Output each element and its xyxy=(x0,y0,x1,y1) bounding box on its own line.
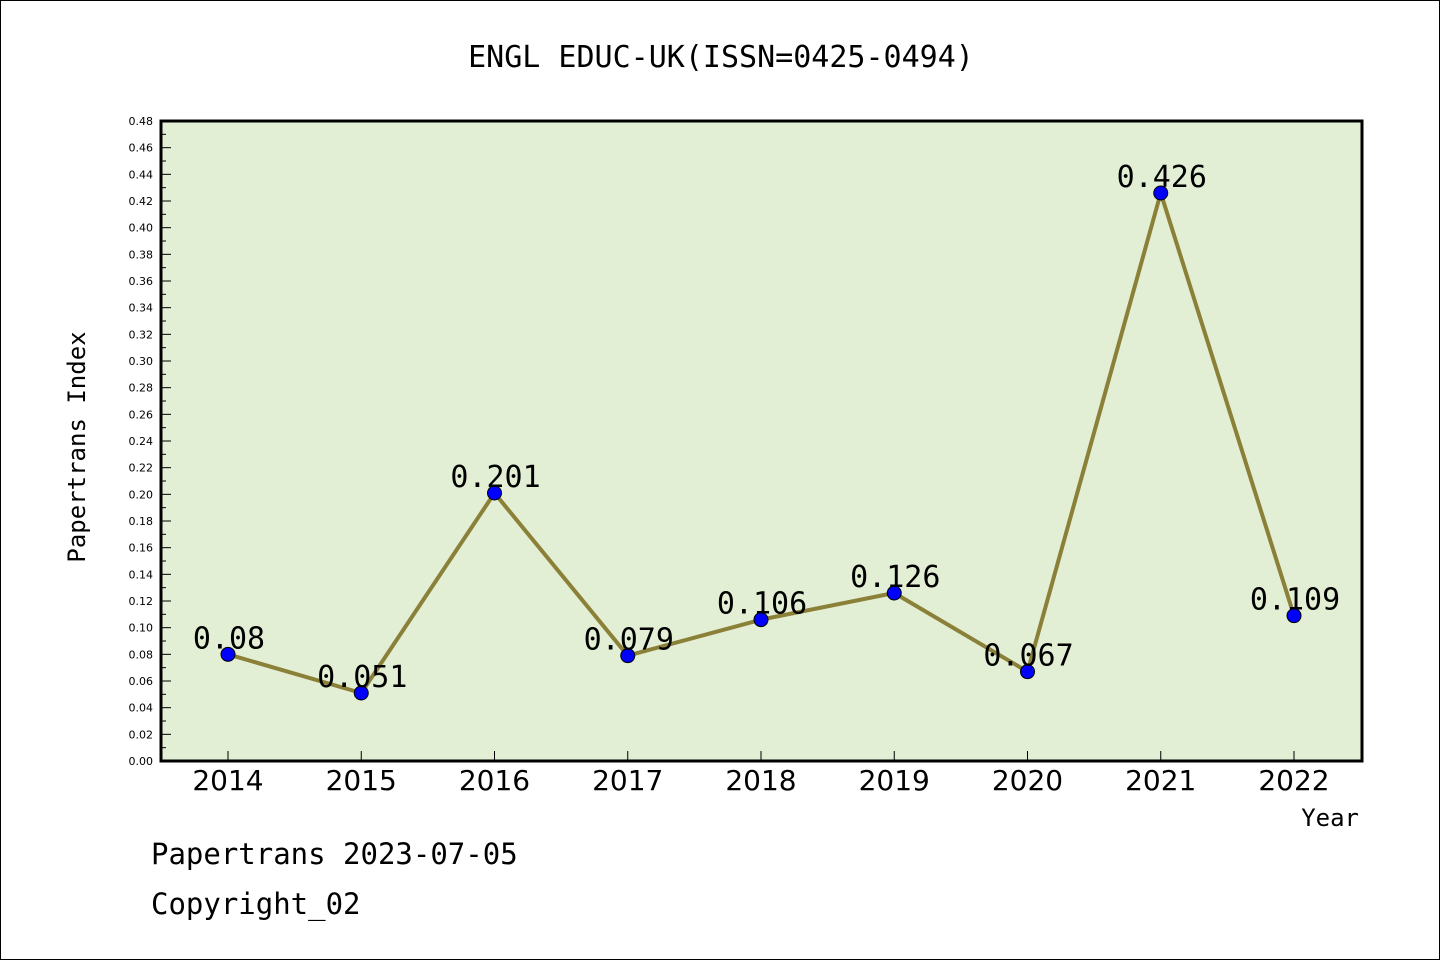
y-tick-label: 0.00 xyxy=(129,755,154,768)
y-tick-label: 0.12 xyxy=(129,595,154,608)
y-tick-label: 0.28 xyxy=(129,382,154,395)
x-axis-ticks: 2014 2015 2016 2017 2018 2019 2020 2021 2022 xyxy=(192,751,1330,797)
y-tick-label: 0.10 xyxy=(129,622,154,635)
data-label: 0.106 xyxy=(717,587,807,622)
x-tick-label: 2019 xyxy=(859,764,930,797)
data-point xyxy=(1020,664,1035,680)
y-tick-label: 0.32 xyxy=(129,328,154,341)
y-tick-label: 0.04 xyxy=(129,702,154,715)
y-axis-label: Papertrans Index xyxy=(63,331,91,562)
y-tick-label: 0.26 xyxy=(129,408,154,421)
y-tick-label: 0.48 xyxy=(129,115,154,128)
data-point xyxy=(1153,185,1169,201)
y-tick-label: 0.34 xyxy=(129,302,154,315)
x-tick-label: 2022 xyxy=(1258,764,1329,797)
y-tick-label: 0.14 xyxy=(129,568,154,581)
data-point xyxy=(220,646,236,662)
footer-date: Papertrans 2023-07-05 xyxy=(151,837,518,871)
x-tick-label: 2016 xyxy=(459,764,530,797)
y-tick-label: 0.24 xyxy=(129,435,154,448)
y-tick-label: 0.02 xyxy=(129,728,154,741)
y-tick-label: 0.06 xyxy=(129,675,154,688)
footer-copyright: Copyright_02 xyxy=(151,887,361,921)
data-label: 0.051 xyxy=(317,660,407,695)
y-tick-label: 0.08 xyxy=(129,648,154,661)
y-tick-label: 0.16 xyxy=(129,542,154,555)
y-tick-label: 0.22 xyxy=(129,462,154,475)
data-point xyxy=(620,648,636,664)
y-tick-label: 0.20 xyxy=(129,488,154,501)
data-labels: 0.08 0.051 0.201 0.079 0.106 0.126 0.067 0.426 0… xyxy=(193,160,1340,695)
x-tick-label: 2018 xyxy=(725,764,796,797)
data-label: 0.08 xyxy=(193,621,265,656)
y-axis-ticks: 0.00 0.02 0.04 0.06 0.08 0.10 0.12 0.14 0.16 0.18… xyxy=(129,115,171,768)
plot-area xyxy=(161,121,1362,761)
data-point xyxy=(886,585,902,601)
data-point xyxy=(753,612,769,628)
y-tick-label: 0.18 xyxy=(129,515,154,528)
x-tick-label: 2015 xyxy=(326,764,397,797)
data-point xyxy=(353,685,369,701)
data-point xyxy=(1286,608,1302,624)
y-tick-label: 0.46 xyxy=(129,142,154,155)
data-label: 0.201 xyxy=(450,460,540,495)
y-tick-label: 0.44 xyxy=(129,168,154,181)
data-point xyxy=(487,485,502,501)
y-tick-label: 0.38 xyxy=(129,248,154,261)
y-tick-label: 0.40 xyxy=(129,222,154,235)
y-tick-label: 0.36 xyxy=(129,275,154,288)
plot-frame xyxy=(159,119,1364,763)
x-tick-label: 2021 xyxy=(1125,764,1196,797)
x-tick-label: 2014 xyxy=(192,764,263,797)
data-points xyxy=(220,185,1302,701)
data-label: 0.109 xyxy=(1250,583,1340,618)
x-tick-label: 2020 xyxy=(992,764,1063,797)
data-label: 0.079 xyxy=(584,623,674,658)
data-label: 0.126 xyxy=(850,560,940,595)
data-label: 0.426 xyxy=(1117,160,1207,195)
y-tick-label: 0.30 xyxy=(129,355,154,368)
chart-title: ENGL EDUC-UK(ISSN=0425-0494) xyxy=(468,40,974,75)
x-tick-label: 2017 xyxy=(592,764,663,797)
x-axis-label: Year xyxy=(1301,804,1359,832)
data-label: 0.067 xyxy=(983,639,1073,674)
y-tick-label: 0.42 xyxy=(129,195,154,208)
